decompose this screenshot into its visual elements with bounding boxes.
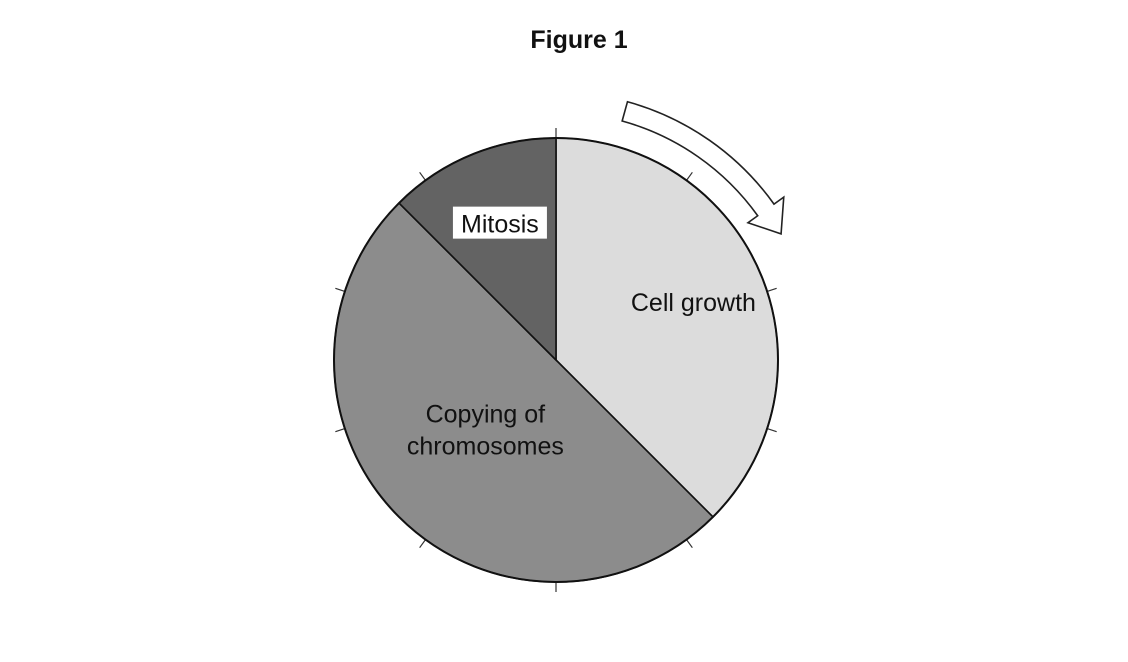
chart-title: Figure 1	[530, 26, 628, 54]
slice-label-copying-of-chromosomes: chromosomes	[407, 433, 564, 461]
slice-label-cell-growth: Cell growth	[631, 289, 756, 317]
pie-outline	[333, 137, 779, 583]
slice-label-copying-of-chromosomes: Copying of	[426, 401, 546, 429]
clockwise-arrow-icon	[621, 100, 785, 235]
mitosis-label-background	[452, 206, 547, 239]
slice-label-mitosis: Mitosis	[461, 211, 539, 239]
